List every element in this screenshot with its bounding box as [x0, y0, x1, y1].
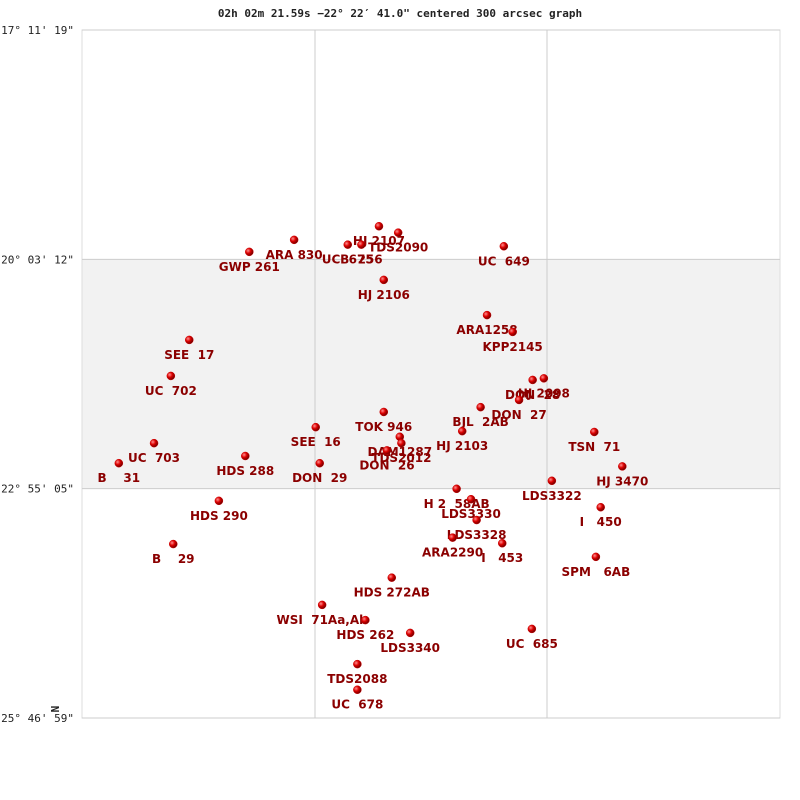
- y-tick-label: -25° 46' 59": [0, 712, 74, 725]
- star-label: HDS 290: [190, 509, 248, 523]
- star-label: UC 703: [128, 451, 180, 465]
- star-label: UC 649: [478, 254, 530, 268]
- star-label: HDS 272AB: [354, 586, 430, 600]
- star-label: TDS2090: [368, 241, 428, 255]
- star-label: TDS2012: [371, 451, 431, 465]
- star-label: TSN 71: [568, 440, 620, 454]
- star-label: DON 27: [491, 408, 546, 422]
- star-label: HJ 3470: [596, 474, 648, 488]
- star-label: UC 685: [506, 637, 558, 651]
- star-label: UC 675: [322, 253, 374, 267]
- star-marker: [114, 458, 124, 468]
- star-marker: [497, 538, 507, 548]
- star-marker: [499, 242, 509, 251]
- star-marker: [149, 438, 159, 448]
- star-label: HJ 2106: [358, 288, 410, 302]
- star-marker: [452, 484, 461, 494]
- star-label: HJ 2098: [518, 386, 570, 400]
- star-marker: [539, 374, 549, 383]
- star-label: LDS3340: [380, 641, 440, 655]
- star-marker: [361, 615, 370, 625]
- star-marker: [508, 327, 517, 337]
- star-marker: [527, 624, 537, 634]
- star-marker: [514, 395, 524, 405]
- star-label: LDS3328: [447, 528, 507, 542]
- star-label: B 256: [340, 253, 383, 267]
- star-label: KPP2145: [482, 340, 542, 354]
- star-marker: [448, 533, 457, 542]
- star-marker: [393, 228, 403, 237]
- star-label: HJ 2103: [436, 439, 488, 453]
- star-marker: [169, 539, 178, 549]
- star-marker: [405, 628, 415, 638]
- star-marker: [245, 247, 254, 257]
- star-label: SPM 6AB: [562, 565, 631, 579]
- star-label: B 31: [98, 471, 141, 485]
- star-marker: [596, 502, 605, 512]
- star-marker: [382, 446, 392, 455]
- star-label: UC 702: [145, 384, 197, 398]
- star-marker: [214, 496, 224, 506]
- star-marker: [185, 335, 194, 345]
- star-marker: [547, 476, 557, 486]
- star-marker: [482, 310, 492, 320]
- star-marker: [289, 235, 299, 245]
- star-label: UC 678: [331, 698, 383, 712]
- star-marker: [618, 462, 627, 471]
- star-label: LDS3330: [441, 507, 501, 521]
- star-label: B 29: [152, 552, 195, 566]
- star-marker: [315, 458, 324, 468]
- star-marker: [379, 407, 389, 417]
- star-label: ARA1258: [456, 323, 517, 337]
- star-label: I 453: [481, 551, 523, 565]
- star-marker: [166, 371, 176, 381]
- north-marker: N: [49, 706, 62, 713]
- star-marker: [311, 422, 320, 432]
- star-marker: [357, 240, 366, 249]
- star-label: BJL 2AB: [452, 415, 508, 429]
- star-label: SEE 16: [291, 435, 341, 449]
- star-label: HJ 2107: [353, 234, 405, 248]
- star-marker: [591, 552, 601, 562]
- star-marker: [353, 685, 362, 694]
- star-marker: [379, 275, 389, 285]
- star-label: LDS3322: [522, 489, 582, 503]
- star-marker: [457, 426, 467, 436]
- star-marker: [387, 573, 397, 582]
- star-marker: [472, 515, 481, 525]
- star-marker: [353, 659, 362, 669]
- star-label: TOK 946: [355, 420, 412, 434]
- star-label: HDS 288: [216, 464, 274, 478]
- star-marker: [466, 494, 476, 504]
- star-marker: [317, 600, 327, 610]
- y-tick-label: -17° 11' 19": [0, 24, 74, 37]
- star-marker: [590, 427, 599, 437]
- star-label: DON 26: [359, 458, 414, 472]
- star-label: DON 29: [292, 471, 347, 485]
- star-label: SEE 17: [164, 348, 214, 362]
- star-marker: [476, 402, 485, 412]
- star-label: TDS2088: [327, 672, 387, 686]
- star-label: ARA 830: [266, 248, 323, 262]
- highlight-band: [82, 259, 780, 489]
- star-marker: [528, 375, 537, 385]
- star-marker: [343, 240, 353, 249]
- star-label: ARA2290: [422, 546, 483, 560]
- y-tick-label: -22° 55' 05": [0, 483, 74, 496]
- star-marker: [241, 451, 250, 461]
- star-marker: [374, 221, 384, 231]
- star-marker: [397, 438, 406, 448]
- star-label: WSI 71Aa,Ab: [277, 613, 369, 627]
- star-label: I 450: [580, 515, 622, 529]
- star-label: GWP 261: [219, 260, 280, 274]
- star-label: DON 28: [505, 388, 560, 402]
- y-tick-label: -20° 03' 12": [0, 253, 74, 266]
- star-label: HDS 262: [336, 628, 394, 642]
- chart-title: 02h 02m 21.59s −22° 22′ 41.0" centered 3…: [218, 7, 582, 20]
